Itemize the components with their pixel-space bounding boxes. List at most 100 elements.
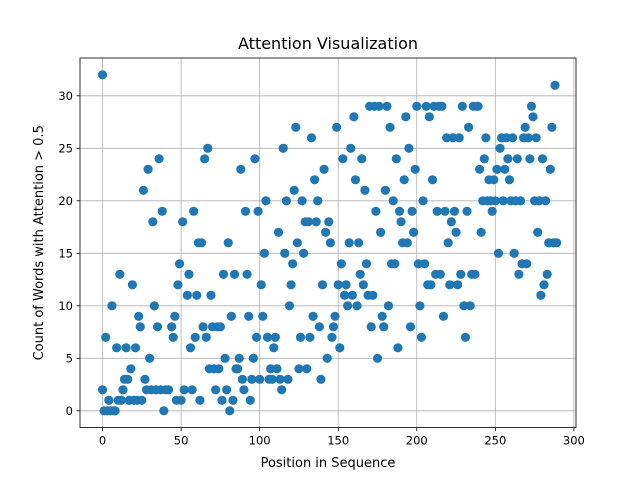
grid-lines [80, 58, 576, 428]
scatter-point [551, 238, 562, 248]
scatter-point [286, 280, 296, 290]
scatter-point [306, 133, 317, 143]
scatter-point [217, 395, 227, 405]
scatter-point [550, 80, 560, 90]
chart-title: Attention Visualization [238, 34, 418, 53]
scatter-point [354, 238, 364, 248]
scatter-point [229, 269, 240, 279]
scatter-point [366, 322, 376, 332]
scatter-point [454, 133, 464, 143]
scatter-point [185, 343, 196, 353]
scatter-point [278, 143, 288, 153]
scatter-point [184, 269, 194, 279]
scatter-point [545, 164, 555, 174]
scatter-point [299, 248, 309, 258]
scatter-point [390, 259, 400, 269]
scatter-point [192, 290, 202, 300]
scatter-point [157, 206, 167, 216]
scatter-point [225, 406, 235, 416]
scatter-point [308, 311, 318, 321]
scatter-point [427, 175, 438, 185]
plot-frame [79, 57, 577, 429]
scatter-point [104, 395, 114, 405]
scatter-point [470, 269, 480, 279]
scatter-point [501, 133, 511, 143]
scatter-point [325, 238, 335, 248]
scatter-point [138, 185, 148, 195]
y-axis-label: Count of Words with Attention > 0.5 [32, 125, 47, 360]
scatter-point [97, 70, 108, 80]
scatter-point [404, 143, 414, 153]
scatter-point [445, 280, 455, 290]
scatter-point [542, 269, 552, 279]
scatter-point [198, 322, 208, 332]
scatter-point [537, 154, 548, 164]
scatter-point [258, 311, 268, 321]
x-tick-label: 150 [327, 434, 349, 448]
scatter-point [292, 238, 302, 248]
scatter-point [487, 206, 497, 216]
scatter-point [182, 290, 192, 300]
scatter-point [336, 259, 346, 269]
scatter-point [107, 301, 117, 311]
scatter-point [311, 217, 321, 227]
scatter-point [358, 280, 368, 290]
scatter-point [360, 185, 370, 195]
scatter-point [476, 227, 486, 237]
scatter-point [528, 112, 538, 122]
scatter-point [97, 385, 108, 395]
scatter-point [382, 101, 392, 111]
scatter-point [346, 143, 356, 153]
scatter-point [437, 101, 447, 111]
scatter-point [176, 395, 186, 405]
scatter-point [305, 332, 315, 342]
scatter-point [522, 259, 532, 269]
scatter-point [196, 238, 207, 248]
scatter-point [261, 196, 271, 206]
scatter-point [402, 238, 412, 248]
scatter-point [462, 206, 472, 216]
scatter-point [148, 217, 158, 227]
scatter-point [327, 332, 337, 342]
scatter-point [449, 206, 460, 216]
scatter-point [446, 217, 456, 227]
scatter-point [451, 227, 461, 237]
scatter-point [355, 269, 365, 279]
scatter-point [385, 122, 395, 132]
scatter-point [456, 269, 466, 279]
scatter-point [233, 364, 243, 374]
x-tick-label: 300 [563, 434, 585, 448]
scatter-point [174, 259, 185, 269]
scatter-point [399, 175, 409, 185]
scatter-point [526, 101, 537, 111]
scatter-point [200, 154, 210, 164]
scatter-point [259, 248, 269, 258]
scatter-point [374, 101, 384, 111]
scatter-point [396, 217, 406, 227]
scatter-point [333, 280, 343, 290]
scatter-point [218, 269, 229, 279]
scatter-point [223, 238, 233, 248]
scatter-point [101, 332, 111, 342]
scatter-point [215, 322, 225, 332]
scatter-point [413, 259, 423, 269]
scatter-point [281, 196, 291, 206]
scatter-point [531, 133, 541, 143]
y-tick-label: 5 [66, 352, 73, 366]
scatter-point [272, 364, 282, 374]
scatter-point [442, 133, 452, 143]
scatter-point [173, 280, 183, 290]
scatter-point [189, 206, 199, 216]
scatter-point [203, 143, 213, 153]
scatter-point [137, 395, 147, 405]
scatter-point [126, 364, 136, 374]
x-axis-label: Position in Sequence [261, 456, 396, 471]
scatter-point [280, 248, 290, 258]
scatter-point [440, 206, 450, 216]
y-tick-label: 0 [66, 404, 73, 418]
scatter-point [310, 175, 320, 185]
scatter-point [168, 332, 178, 342]
scatter-point [459, 301, 469, 311]
scatter-point [159, 406, 169, 416]
